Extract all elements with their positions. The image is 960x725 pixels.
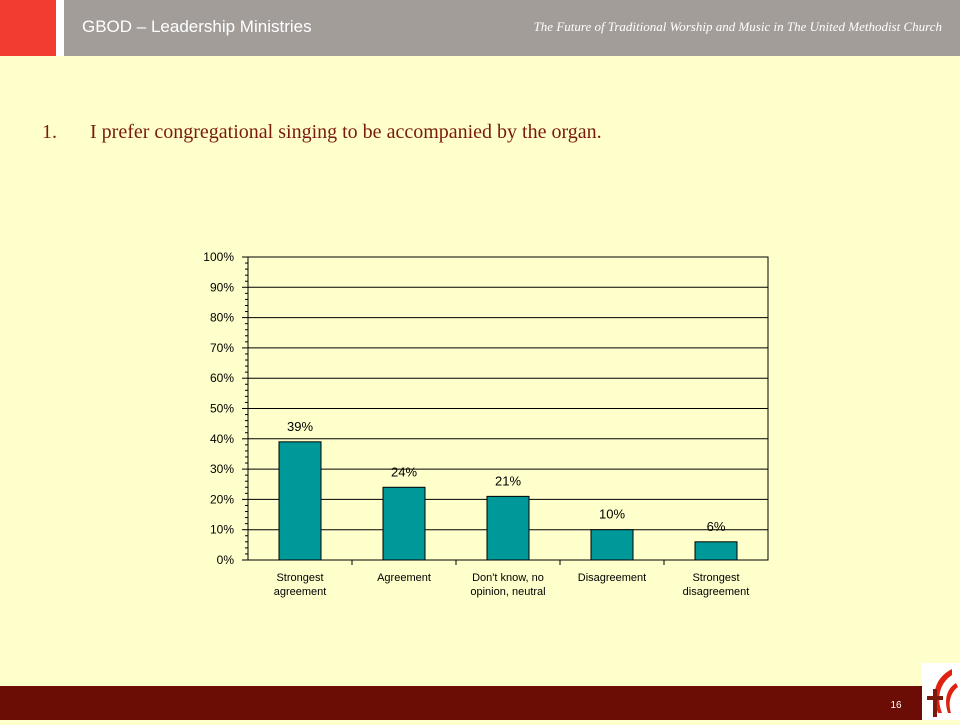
y-tick-label: 10% xyxy=(210,523,234,537)
org-title: GBOD – Leadership Ministries xyxy=(82,17,312,36)
bar xyxy=(382,486,426,561)
category-label: opinion, neutral xyxy=(470,586,545,598)
category-label: Strongest xyxy=(276,572,323,584)
category-label: Disagreement xyxy=(578,572,646,584)
header-bar xyxy=(0,0,960,56)
category-label: Strongest xyxy=(692,572,739,584)
bar xyxy=(278,441,322,561)
category-label: Don't know, no xyxy=(472,572,544,584)
question-heading: 1. I prefer congregational singing to be … xyxy=(42,121,602,144)
data-label: 6% xyxy=(707,519,726,534)
y-tick-label: 60% xyxy=(210,371,234,385)
y-tick-label: 70% xyxy=(210,341,234,355)
page-number: 16 xyxy=(890,700,902,711)
cross-and-flame-logo-icon xyxy=(922,663,960,720)
question-number: 1. xyxy=(42,121,57,143)
y-tick-label: 20% xyxy=(210,492,234,506)
header-divider xyxy=(56,0,64,56)
y-tick-label: 0% xyxy=(217,553,235,567)
y-tick-label: 100% xyxy=(203,250,234,264)
data-label: 24% xyxy=(391,464,417,479)
y-tick-label: 50% xyxy=(210,402,234,416)
header-accent-block xyxy=(0,0,56,56)
category-label: agreement xyxy=(274,586,327,598)
category-label: Agreement xyxy=(377,572,431,584)
y-tick-label: 80% xyxy=(210,311,234,325)
bar xyxy=(486,495,530,561)
data-label: 39% xyxy=(287,419,313,434)
y-tick-label: 40% xyxy=(210,432,234,446)
bar xyxy=(694,541,738,561)
data-label: 21% xyxy=(495,473,521,488)
y-tick-label: 90% xyxy=(210,280,234,294)
data-label: 10% xyxy=(599,507,625,522)
category-label: disagreement xyxy=(683,586,750,598)
y-tick-label: 30% xyxy=(210,462,234,476)
question-text: I prefer congregational singing to be ac… xyxy=(90,121,602,143)
bar xyxy=(590,529,634,561)
footer-bar xyxy=(0,686,960,720)
deck-title: The Future of Traditional Worship and Mu… xyxy=(533,19,942,34)
